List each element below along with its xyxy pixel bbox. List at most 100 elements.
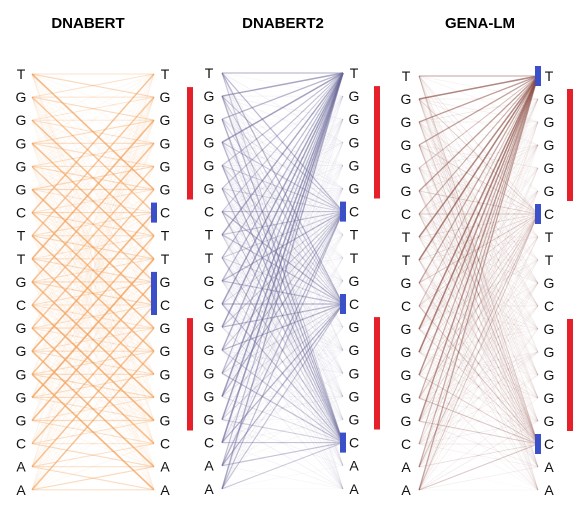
attention-edge [418,213,539,468]
attention-edge [221,257,344,282]
attention-edge [221,142,344,489]
left-token: T [205,227,214,243]
attention-edge [418,282,539,422]
attention-edge [418,282,539,399]
attention-edge [418,328,539,422]
attention-edge [31,420,155,468]
attention-edge [221,188,344,489]
left-token: G [16,320,27,336]
attention-edge [418,213,539,445]
right-token: T [161,228,170,244]
attention-edge [31,96,155,375]
attention-edge [418,397,539,491]
attention-edge [221,72,344,259]
attention-edge [418,420,539,468]
attention-edge [31,96,155,213]
attention-edge [31,235,155,260]
panel-dnabert2: DNABERT2 TGGGGGCTTGCGGGGGCAATGGGGGCTTGCG… [204,15,380,497]
attention-edge [221,211,344,397]
attention-edge [221,303,344,328]
attention-edge [221,188,344,351]
right-token: A [349,481,359,497]
attention-edge [221,72,344,189]
attention-edge [221,326,344,443]
attention-edge [31,212,155,237]
left-token: G [204,342,215,358]
attention-edge [418,236,539,491]
attention-edge [31,73,155,98]
attention-edge [221,280,344,351]
attention-edge [221,95,344,443]
attention-edge [31,304,155,491]
left-token: G [16,158,27,174]
attention-edge [31,212,155,237]
attention-edge [418,121,539,353]
attention-edge [418,351,539,445]
attention-edge [31,120,155,467]
attention-edge [221,395,344,444]
attention-edge [418,167,539,307]
attention-edge [31,235,155,352]
attention-edge [31,96,155,398]
attention-edge [418,259,539,330]
attention-edge [418,236,539,284]
attention-edge [221,465,344,490]
left-token: T [205,65,214,81]
left-token: T [402,229,411,245]
attention-edge [418,328,539,491]
attention-edge [418,213,539,468]
right-token: G [544,160,555,176]
attention-edge [31,166,155,283]
attention-edge [31,350,155,491]
attention-edge [31,281,155,398]
right-token: G [160,158,171,174]
right-token: G [349,134,360,150]
attention-edge [221,72,344,351]
attention-edge [418,443,539,468]
right-token: C [160,297,170,313]
attention-edge [418,259,539,491]
attention-edge [31,143,155,398]
attention-edge [31,96,155,467]
left-token: G [16,413,27,429]
left-token: A [16,482,26,498]
anchor-marker-blue [151,202,157,223]
attention-edge [31,397,155,467]
attention-edge [221,257,344,489]
right-token: T [161,66,170,82]
attention-edge [31,373,155,398]
attention-edge [418,282,539,307]
attention-edge [418,190,539,399]
attention-edge [221,188,344,443]
attention-edge [221,118,344,235]
left-token: G [204,111,215,127]
right-token: G [160,182,171,198]
attention-edge [31,166,155,490]
attention-edge [418,144,539,399]
attention-edge [418,213,539,330]
attention-edge [418,213,539,491]
attention-edge [31,258,155,329]
attention-edge [221,211,344,466]
attention-edge [418,167,539,468]
attention-edge [418,75,539,468]
right-token: C [544,436,554,452]
attention-edge [221,326,344,351]
attention-edge [221,165,344,443]
attention-edge [221,303,344,490]
attention-edge [221,72,344,166]
attention-edges [418,75,539,491]
attention-edge [418,351,539,468]
attention-edge [31,73,155,259]
panel-title-gena-lm: GENA-LM [445,15,515,32]
attention-edge [418,420,539,445]
left-token: T [17,228,26,244]
attention-edge [31,419,155,445]
attention-edge [31,304,155,445]
attention-edge [418,167,539,192]
attention-edge [418,420,539,445]
attention-edge [221,280,344,328]
right-token: T [545,229,554,245]
attention-edge [418,75,539,215]
right-token: G [349,412,360,428]
